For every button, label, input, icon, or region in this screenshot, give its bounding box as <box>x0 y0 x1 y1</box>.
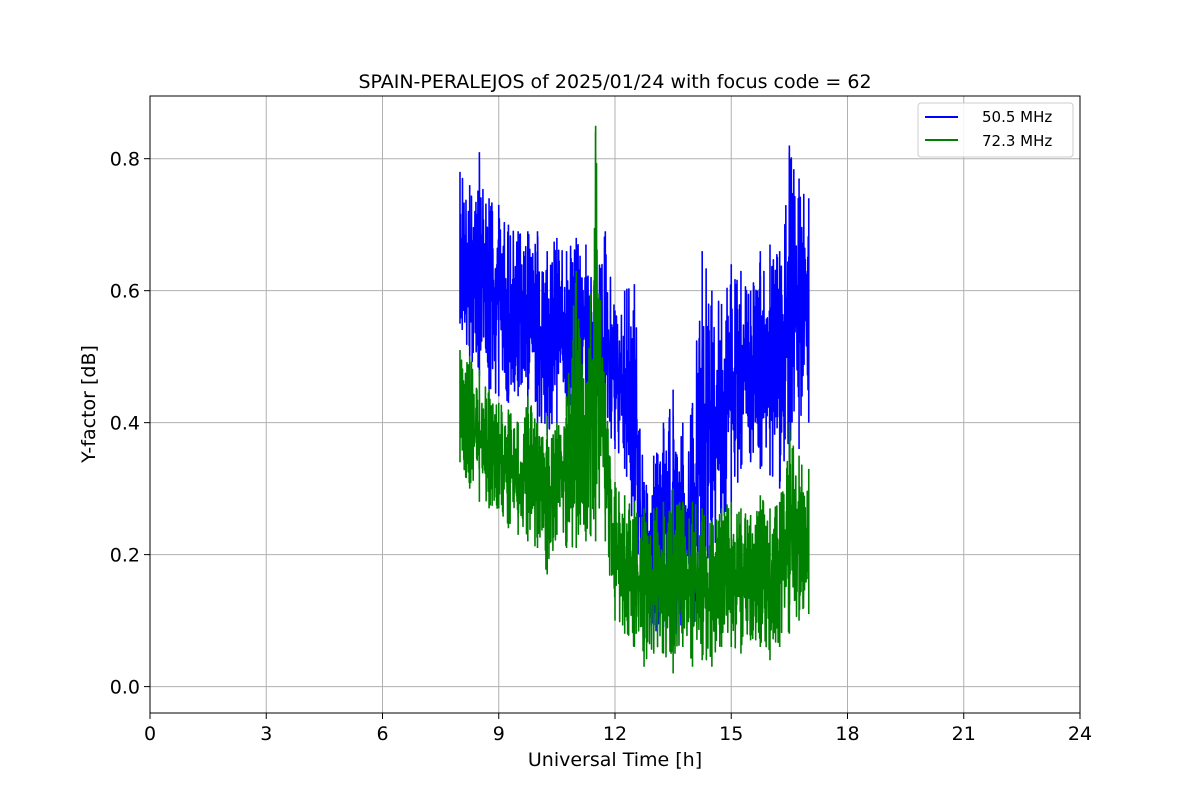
x-tick-label: 15 <box>719 723 743 745</box>
y-tick-label: 0.0 <box>110 677 140 699</box>
x-axis-ticks: 0 3 6 9 12 15 18 21 24 <box>144 713 1092 745</box>
series-line-72-3-mhz <box>459 125 810 674</box>
x-tick-label: 18 <box>835 723 859 745</box>
y-axis-ticks: 0.0 0.2 0.4 0.6 0.8 <box>110 149 150 699</box>
x-tick-label: 3 <box>260 723 272 745</box>
x-tick-label: 0 <box>144 723 156 745</box>
y-tick-label: 0.8 <box>110 149 140 171</box>
chart-title: SPAIN-PERALEJOS of 2025/01/24 with focus… <box>358 71 871 93</box>
plot-area: 0 3 6 9 12 15 18 21 24 0.0 0.2 0.4 0.6 0.8 <box>110 95 1092 745</box>
x-axis-label: Universal Time [h] <box>528 749 702 771</box>
y-tick-label: 0.2 <box>110 545 140 567</box>
series-layer <box>459 125 810 674</box>
y-tick-label: 0.4 <box>110 413 140 435</box>
y-tick-label: 0.6 <box>110 281 140 303</box>
legend: 50.5 MHz 72.3 MHz <box>917 102 1074 158</box>
legend-label-50-5-mhz: 50.5 MHz <box>982 108 1052 126</box>
legend-label-72-3-mhz: 72.3 MHz <box>982 132 1052 150</box>
x-tick-label: 9 <box>493 723 505 745</box>
x-tick-label: 12 <box>603 723 627 745</box>
y-axis-label: Y-factor [dB] <box>78 345 100 464</box>
x-tick-label: 6 <box>376 723 388 745</box>
x-tick-label: 24 <box>1068 723 1092 745</box>
x-tick-label: 21 <box>952 723 976 745</box>
